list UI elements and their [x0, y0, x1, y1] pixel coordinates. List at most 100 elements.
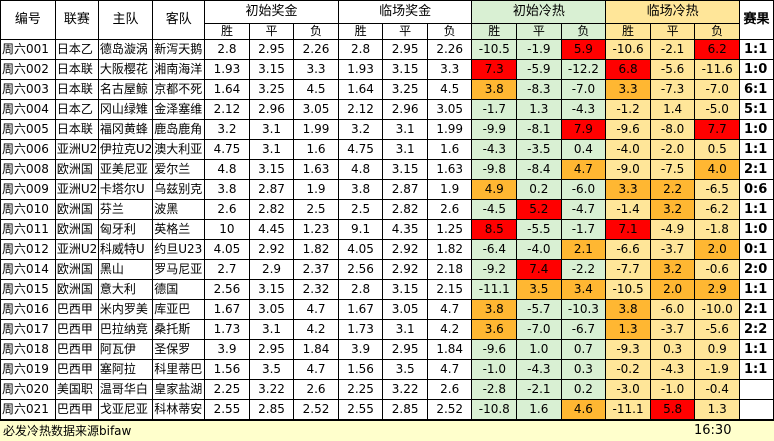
match-id: 周六021 [0, 399, 56, 420]
live-heat-draw: 3.2 [649, 199, 696, 220]
init-odds-loss: 1.99 [293, 119, 339, 140]
live-heat-win: -9.0 [605, 159, 651, 180]
table-row: 周六002 日本联 大阪樱花 湘南海洋 1.93 3.15 3.3 1.93 3.15 3.3 7.… [0, 59, 774, 80]
header-init-heat: 初始冷热 [471, 0, 607, 24]
live-heat-draw: -7.3 [649, 79, 696, 100]
live-heat-win: -7.7 [605, 259, 651, 280]
subheader-draw: 平 [516, 23, 562, 40]
init-heat-draw: -4.0 [516, 239, 562, 260]
league-cell: 亚洲U2 [54, 179, 99, 200]
match-result: 1:0 [739, 59, 774, 80]
table-row: 周六015 欧洲国 意大利 德国 2.56 3.15 2.32 2.8 3.15 2.15 -11.… [0, 279, 774, 300]
home-team: 芬兰 [97, 199, 154, 220]
init-odds-loss: 1.82 [293, 239, 339, 260]
init-odds-loss: 4.7 [293, 359, 339, 380]
home-team: 名古屋鲸 [97, 79, 154, 100]
match-id: 周六005 [0, 119, 56, 140]
away-team: 罗马尼亚 [152, 259, 206, 280]
match-id: 周六006 [0, 139, 56, 160]
init-heat-loss: 5.9 [560, 39, 607, 60]
live-odds-win: 1.73 [337, 319, 384, 340]
home-team: 塞阿拉 [97, 359, 154, 380]
home-team: 意大利 [97, 279, 154, 300]
live-odds-loss: 1.25 [426, 219, 473, 240]
match-id: 周六009 [0, 179, 56, 200]
init-heat-loss: -4.7 [560, 199, 607, 220]
init-heat-draw: 1.0 [516, 339, 562, 360]
live-heat-loss: 7.7 [694, 119, 741, 140]
live-odds-loss: 2.6 [426, 199, 473, 220]
init-heat-win: -9.2 [471, 259, 518, 280]
league-cell: 日本联 [54, 59, 99, 80]
match-id: 周六001 [0, 39, 56, 60]
subheader-win: 胜 [605, 23, 651, 40]
live-heat-loss: -0.4 [694, 379, 741, 400]
match-id: 周六012 [0, 239, 56, 260]
live-odds-win: 1.67 [337, 299, 384, 320]
header-init-odds: 初始奖金 [204, 0, 339, 24]
init-heat-draw: -5.5 [516, 219, 562, 240]
match-result: 1:1 [739, 339, 774, 360]
live-odds-loss: 1.84 [426, 339, 473, 360]
init-heat-win: -10.5 [471, 39, 518, 60]
live-heat-loss: -10.0 [694, 299, 741, 320]
home-team: 卡塔尔U [97, 179, 154, 200]
live-odds-draw: 2.92 [382, 239, 428, 260]
league-cell: 欧洲国 [54, 259, 99, 280]
init-odds-draw: 3.1 [248, 319, 295, 340]
match-result: 2:2 [739, 319, 774, 340]
subheader-draw: 平 [649, 23, 696, 40]
init-heat-win: -4.5 [471, 199, 518, 220]
init-odds-draw: 3.25 [248, 79, 295, 100]
live-odds-win: 2.8 [337, 279, 384, 300]
live-heat-draw: -2.1 [649, 39, 696, 60]
match-result: 2:0 [739, 259, 774, 280]
init-heat-draw: 5.2 [516, 199, 562, 220]
table-row: 周六014 欧洲国 黑山 罗马尼亚 2.7 2.9 2.37 2.56 2.92 2.18 -9.2… [0, 259, 774, 280]
init-odds-win: 3.9 [204, 339, 250, 360]
away-team: 澳大利亚 [152, 139, 206, 160]
table-row: 周六001 日本乙 德岛漩涡 新泻天鹅 2.8 2.95 2.26 2.8 2.95 2.26 -1… [0, 39, 774, 60]
live-heat-draw: -7.5 [649, 159, 696, 180]
table-row: 周六018 巴西甲 阿瓦伊 圣保罗 3.9 2.95 1.84 3.9 2.95 1.84 -9.6… [0, 339, 774, 360]
init-odds-draw: 2.95 [248, 39, 295, 60]
home-team: 福冈黄蜂 [97, 119, 154, 140]
match-result: 1:1 [739, 279, 774, 300]
live-heat-win: 7.1 [605, 219, 651, 240]
home-team: 巴拉纳竞 [97, 319, 154, 340]
live-odds-win: 1.56 [337, 359, 384, 380]
league-cell: 巴西甲 [54, 339, 99, 360]
init-heat-draw: -7.0 [516, 319, 562, 340]
init-heat-win: -10.8 [471, 399, 518, 420]
live-odds-draw: 3.1 [382, 139, 428, 160]
live-odds-loss: 2.15 [426, 279, 473, 300]
init-heat-win: 3.6 [471, 319, 518, 340]
init-heat-win: -1.0 [471, 359, 518, 380]
match-result: 1:0 [739, 119, 774, 140]
live-odds-loss: 1.99 [426, 119, 473, 140]
away-team: 波黑 [152, 199, 206, 220]
live-odds-win: 2.56 [337, 259, 384, 280]
live-odds-loss: 3.05 [426, 99, 473, 120]
init-odds-draw: 3.1 [248, 139, 295, 160]
init-heat-draw: 1.6 [516, 399, 562, 420]
home-team: 匈牙利 [97, 219, 154, 240]
init-heat-win: -11.1 [471, 279, 518, 300]
live-odds-loss: 2.6 [426, 379, 473, 400]
init-odds-loss: 2.32 [293, 279, 339, 300]
away-team: 金泽塞维 [152, 99, 206, 120]
away-team: 科里蒂巴 [152, 359, 206, 380]
subheader-draw: 平 [248, 23, 295, 40]
table-row: 周六016 巴西甲 米内罗美 库亚巴 1.67 3.05 4.7 1.67 3.05 4.7 3.8… [0, 299, 774, 320]
live-heat-draw: -3.7 [649, 239, 696, 260]
live-odds-draw: 3.1 [382, 119, 428, 140]
init-odds-win: 1.56 [204, 359, 250, 380]
match-id: 周六016 [0, 299, 56, 320]
live-heat-loss: 0.5 [694, 139, 741, 160]
league-cell: 欧洲国 [54, 279, 99, 300]
init-heat-loss: 0.2 [560, 379, 607, 400]
away-team: 桑托斯 [152, 319, 206, 340]
init-odds-win: 2.6 [204, 199, 250, 220]
live-heat-win: -9.6 [605, 119, 651, 140]
